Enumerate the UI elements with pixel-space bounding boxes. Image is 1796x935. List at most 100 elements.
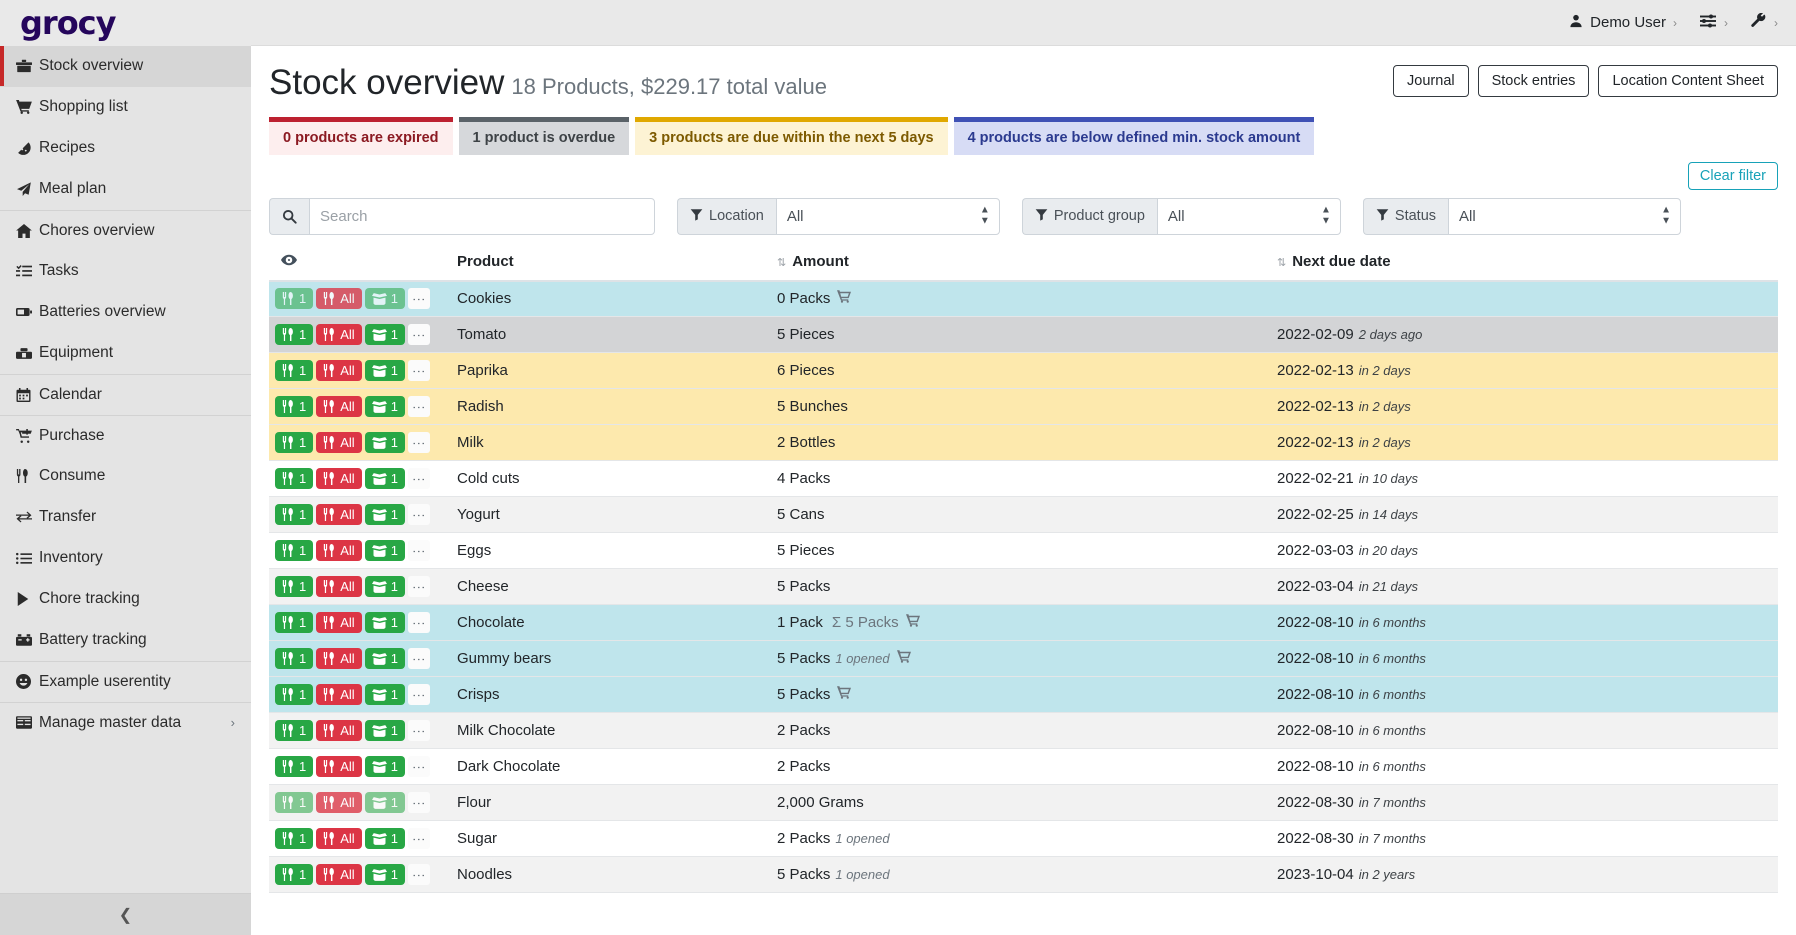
consume-one-button[interactable]: 1	[275, 504, 314, 525]
column-header-due[interactable]: ⇅ Next due date	[1271, 244, 1778, 282]
kebab-menu-icon[interactable]: ⋮	[407, 684, 430, 705]
consume-one-button[interactable]: 1	[275, 432, 314, 453]
sidebar-item-recipes[interactable]: Recipes	[0, 128, 251, 169]
sidebar-item-purchase[interactable]: Purchase	[0, 415, 251, 456]
settings-menu[interactable]: ›	[1699, 13, 1728, 33]
sidebar-item-chores-overview[interactable]: Chores overview	[0, 210, 251, 251]
sidebar-item-meal-plan[interactable]: Meal plan	[0, 169, 251, 210]
open-product-button[interactable]: 1	[364, 540, 405, 561]
table-row[interactable]: 1 All 1 ⋮ Dark Chocolate 2 Packs 2022-08-10 in …	[269, 748, 1778, 785]
sidebar-item-example-userentity[interactable]: Example userentity	[0, 661, 251, 702]
table-row[interactable]: 1 All 1 ⋮ Milk 2 Bottles 2022-02-13 in 2 days	[269, 424, 1778, 461]
table-row[interactable]: 1 All 1 ⋮ Cookies 0 Packs	[269, 280, 1778, 317]
consume-all-button[interactable]: All	[316, 576, 362, 597]
shopping-cart-icon[interactable]	[905, 614, 920, 630]
consume-all-button[interactable]: All	[316, 324, 362, 345]
clear-filter-button[interactable]: Clear filter	[1687, 161, 1778, 190]
consume-all-button[interactable]: All	[316, 684, 362, 705]
kebab-menu-icon[interactable]: ⋮	[407, 324, 430, 345]
consume-one-button[interactable]: 1	[275, 864, 314, 885]
kebab-menu-icon[interactable]: ⋮	[407, 612, 430, 633]
open-product-button[interactable]: 1	[364, 432, 405, 453]
table-row[interactable]: 1 All 1 ⋮ Eggs 5 Pieces 2022-03-03 in 20 days	[269, 532, 1778, 569]
sidebar-item-equipment[interactable]: Equipment	[0, 333, 251, 374]
consume-one-button[interactable]: 1	[275, 792, 314, 813]
sidebar-item-manage-master-data[interactable]: Manage master data ›	[0, 702, 251, 743]
sidebar-item-batteries-overview[interactable]: Batteries overview	[0, 292, 251, 333]
kebab-menu-icon[interactable]: ⋮	[407, 756, 430, 777]
location-select[interactable]: All	[775, 197, 1000, 235]
open-product-button[interactable]: 1	[364, 828, 405, 849]
consume-all-button[interactable]: All	[316, 432, 362, 453]
open-product-button[interactable]: 1	[364, 468, 405, 489]
status-card-3[interactable]: 4 products are below defined min. stock …	[953, 116, 1315, 155]
kebab-menu-icon[interactable]: ⋮	[407, 288, 430, 310]
table-row[interactable]: 1 All 1 ⋮ Cold cuts 4 Packs 2022-02-21 in 10 da…	[269, 460, 1778, 497]
consume-one-button[interactable]: 1	[275, 720, 314, 741]
open-product-button[interactable]: 1	[364, 612, 405, 633]
kebab-menu-icon[interactable]: ⋮	[407, 504, 430, 525]
sidebar-item-shopping-list[interactable]: Shopping list	[0, 87, 251, 128]
consume-all-button[interactable]: All	[316, 792, 362, 813]
status-card-2[interactable]: 3 products are due within the next 5 day…	[635, 116, 948, 155]
table-row[interactable]: 1 All 1 ⋮ Yogurt 5 Cans 2022-02-25 in 14 days	[269, 496, 1778, 533]
open-product-button[interactable]: 1	[364, 720, 405, 741]
sidebar-item-transfer[interactable]: Transfer	[0, 497, 251, 538]
consume-one-button[interactable]: 1	[275, 756, 314, 777]
consume-one-button[interactable]: 1	[275, 396, 314, 417]
column-header-product[interactable]: Product	[451, 244, 771, 282]
open-product-button[interactable]: 1	[364, 324, 405, 345]
sidebar-item-inventory[interactable]: Inventory	[0, 538, 251, 579]
table-row[interactable]: 1 All 1 ⋮ Milk Chocolate 2 Packs 2022-08-10 in …	[269, 712, 1778, 749]
sidebar-item-tasks[interactable]: Tasks	[0, 251, 251, 292]
consume-one-button[interactable]: 1	[275, 648, 314, 669]
kebab-menu-icon[interactable]: ⋮	[407, 864, 430, 885]
shopping-cart-icon[interactable]	[896, 650, 911, 666]
location-content-sheet-button[interactable]: Location Content Sheet	[1598, 64, 1778, 97]
status-select[interactable]: All	[1448, 197, 1682, 235]
sidebar-item-consume[interactable]: Consume	[0, 456, 251, 497]
tools-menu[interactable]: ›	[1750, 12, 1778, 33]
consume-all-button[interactable]: All	[316, 648, 362, 669]
open-product-button[interactable]: 1	[364, 504, 405, 525]
open-product-button[interactable]: 1	[364, 864, 405, 885]
kebab-menu-icon[interactable]: ⋮	[407, 432, 430, 453]
kebab-menu-icon[interactable]: ⋮	[407, 648, 430, 669]
consume-one-button[interactable]: 1	[275, 360, 314, 381]
consume-all-button[interactable]: All	[316, 360, 362, 381]
table-row[interactable]: 1 All 1 ⋮ Flour 2,000 Grams 2022-08-30 in 7 mon…	[269, 784, 1778, 821]
stock-entries-button[interactable]: Stock entries	[1477, 64, 1590, 97]
open-product-button[interactable]: 1	[364, 792, 405, 813]
shopping-cart-icon[interactable]	[837, 686, 852, 702]
consume-one-button[interactable]: 1	[275, 684, 314, 705]
kebab-menu-icon[interactable]: ⋮	[407, 576, 430, 597]
open-product-button[interactable]: 1	[364, 648, 405, 669]
kebab-menu-icon[interactable]: ⋮	[407, 828, 430, 849]
table-row[interactable]: 1 All 1 ⋮ Gummy bears 5 Packs 1 opened 2022-08-…	[269, 640, 1778, 677]
table-row[interactable]: 1 All 1 ⋮ Paprika 6 Pieces 2022-02-13 in 2 days	[269, 352, 1778, 389]
status-card-0[interactable]: 0 products are expired	[269, 116, 453, 155]
sidebar-collapse-button[interactable]: ❮	[0, 893, 251, 935]
table-row[interactable]: 1 All 1 ⋮ Radish 5 Bunches 2022-02-13 in 2 days	[269, 388, 1778, 425]
consume-one-button[interactable]: 1	[275, 288, 314, 310]
consume-all-button[interactable]: All	[316, 612, 362, 633]
product-group-select[interactable]: All	[1156, 197, 1341, 235]
column-header-amount[interactable]: ⇅ Amount	[771, 244, 1271, 282]
status-card-1[interactable]: 1 product is overdue	[458, 116, 630, 155]
table-row[interactable]: 1 All 1 ⋮ Crisps 5 Packs 2022-08-10 in 6 months	[269, 676, 1778, 713]
consume-one-button[interactable]: 1	[275, 828, 314, 849]
table-row[interactable]: 1 All 1 ⋮ Noodles 5 Packs 1 opened 2023-10-04 in…	[269, 856, 1778, 893]
consume-all-button[interactable]: All	[316, 504, 362, 525]
kebab-menu-icon[interactable]: ⋮	[407, 540, 430, 561]
shopping-cart-icon[interactable]	[837, 290, 852, 306]
app-logo[interactable]: grocy	[0, 0, 251, 46]
kebab-menu-icon[interactable]: ⋮	[407, 720, 430, 741]
eye-icon[interactable]	[281, 253, 297, 269]
consume-all-button[interactable]: All	[316, 864, 362, 885]
open-product-button[interactable]: 1	[364, 396, 405, 417]
table-row[interactable]: 1 All 1 ⋮ Chocolate 1 Pack Σ 5 Packs 2022-08-10…	[269, 604, 1778, 641]
table-row[interactable]: 1 All 1 ⋮ Cheese 5 Packs 2022-03-04 in 21 days	[269, 568, 1778, 605]
sidebar-item-calendar[interactable]: Calendar	[0, 374, 251, 415]
journal-button[interactable]: Journal	[1393, 64, 1469, 97]
consume-all-button[interactable]: All	[316, 468, 362, 489]
